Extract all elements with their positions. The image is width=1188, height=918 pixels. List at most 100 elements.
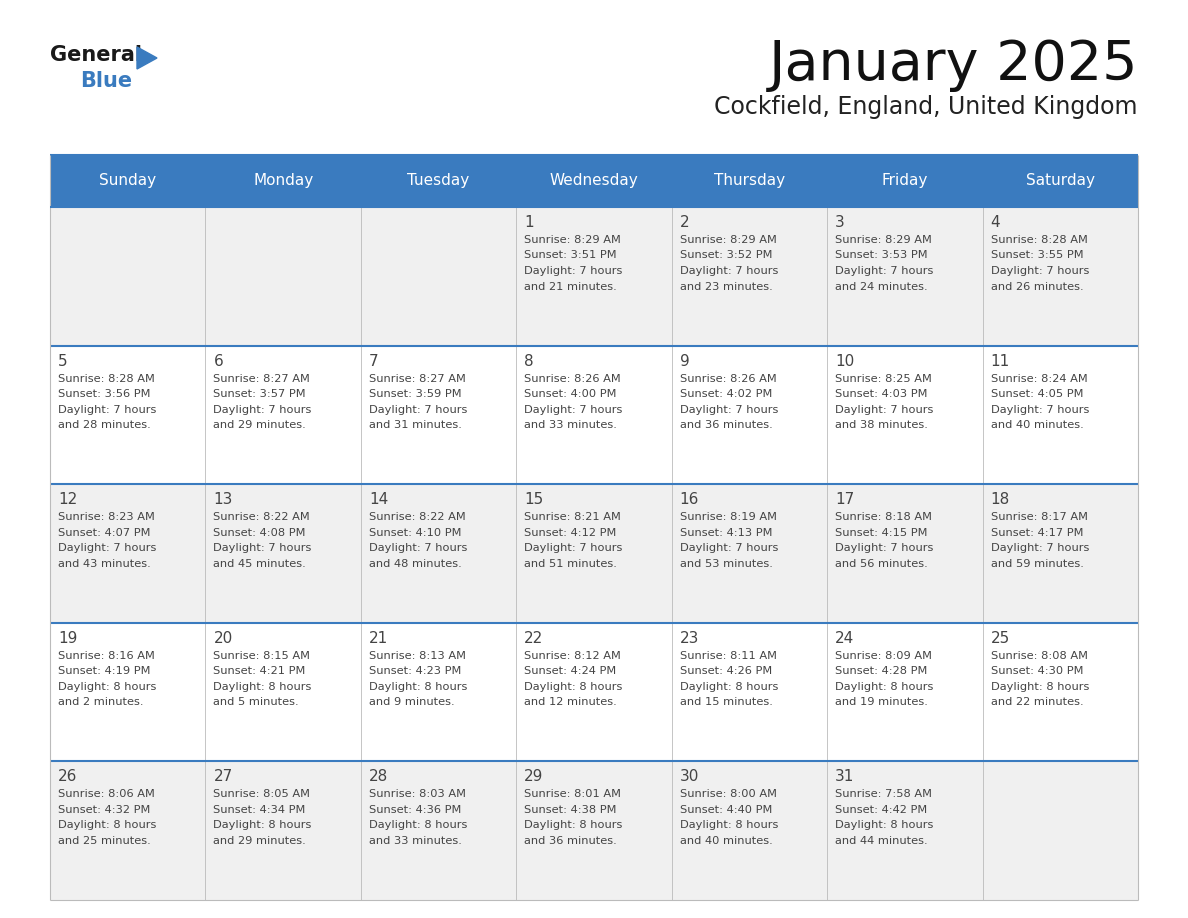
Bar (50, 761, 1138, 900)
Text: Sunset: 4:38 PM: Sunset: 4:38 PM (524, 805, 617, 815)
Text: Tuesday: Tuesday (407, 174, 469, 188)
Bar (50, 622, 1138, 761)
Text: 30: 30 (680, 769, 699, 784)
Text: and 33 minutes.: and 33 minutes. (524, 420, 617, 431)
Text: and 59 minutes.: and 59 minutes. (991, 559, 1083, 568)
Text: 25: 25 (991, 631, 1010, 645)
Text: Daylight: 8 hours: Daylight: 8 hours (58, 821, 157, 831)
Text: Sunset: 4:24 PM: Sunset: 4:24 PM (524, 666, 617, 677)
Text: and 2 minutes.: and 2 minutes. (58, 698, 144, 707)
Text: Daylight: 8 hours: Daylight: 8 hours (214, 821, 311, 831)
Text: 11: 11 (991, 353, 1010, 369)
Text: 10: 10 (835, 353, 854, 369)
Text: Sunrise: 8:29 AM: Sunrise: 8:29 AM (835, 235, 933, 245)
Text: Saturday: Saturday (1025, 174, 1095, 188)
Text: Sunset: 4:34 PM: Sunset: 4:34 PM (214, 805, 305, 815)
Text: 19: 19 (58, 631, 77, 645)
Text: Sunrise: 8:00 AM: Sunrise: 8:00 AM (680, 789, 777, 800)
Text: Sunset: 4:13 PM: Sunset: 4:13 PM (680, 528, 772, 538)
Text: 9: 9 (680, 353, 689, 369)
Text: Sunrise: 8:12 AM: Sunrise: 8:12 AM (524, 651, 621, 661)
Text: Sunset: 3:51 PM: Sunset: 3:51 PM (524, 251, 617, 261)
Text: and 40 minutes.: and 40 minutes. (991, 420, 1083, 431)
Text: Daylight: 7 hours: Daylight: 7 hours (680, 405, 778, 415)
Text: Daylight: 8 hours: Daylight: 8 hours (368, 821, 467, 831)
Polygon shape (137, 47, 157, 69)
Text: Sunset: 4:10 PM: Sunset: 4:10 PM (368, 528, 461, 538)
Text: and 45 minutes.: and 45 minutes. (214, 559, 307, 568)
Text: and 21 minutes.: and 21 minutes. (524, 282, 617, 292)
Text: Sunset: 4:15 PM: Sunset: 4:15 PM (835, 528, 928, 538)
Text: and 12 minutes.: and 12 minutes. (524, 698, 617, 707)
Text: Sunrise: 8:17 AM: Sunrise: 8:17 AM (991, 512, 1087, 522)
Text: and 56 minutes.: and 56 minutes. (835, 559, 928, 568)
Bar (206, 155, 361, 207)
Text: Thursday: Thursday (714, 174, 785, 188)
Text: Sunrise: 8:21 AM: Sunrise: 8:21 AM (524, 512, 621, 522)
Text: Sunrise: 8:26 AM: Sunrise: 8:26 AM (680, 374, 777, 384)
Text: and 51 minutes.: and 51 minutes. (524, 559, 617, 568)
Text: Sunrise: 8:13 AM: Sunrise: 8:13 AM (368, 651, 466, 661)
Text: 29: 29 (524, 769, 544, 784)
Text: Sunset: 4:28 PM: Sunset: 4:28 PM (835, 666, 928, 677)
Text: Daylight: 8 hours: Daylight: 8 hours (368, 682, 467, 692)
Text: Sunset: 3:53 PM: Sunset: 3:53 PM (835, 251, 928, 261)
Text: Sunrise: 8:28 AM: Sunrise: 8:28 AM (58, 374, 154, 384)
Text: Daylight: 8 hours: Daylight: 8 hours (214, 682, 311, 692)
Text: Sunset: 4:07 PM: Sunset: 4:07 PM (58, 528, 151, 538)
Text: 12: 12 (58, 492, 77, 508)
Text: Daylight: 8 hours: Daylight: 8 hours (58, 682, 157, 692)
Text: Daylight: 8 hours: Daylight: 8 hours (835, 682, 934, 692)
Text: General: General (50, 45, 143, 65)
Text: 2: 2 (680, 215, 689, 230)
Text: Daylight: 7 hours: Daylight: 7 hours (991, 266, 1089, 276)
Text: Sunrise: 8:25 AM: Sunrise: 8:25 AM (835, 374, 933, 384)
Text: 8: 8 (524, 353, 533, 369)
Text: Daylight: 7 hours: Daylight: 7 hours (991, 405, 1089, 415)
Text: Sunrise: 8:27 AM: Sunrise: 8:27 AM (368, 374, 466, 384)
Text: 1: 1 (524, 215, 533, 230)
Bar (361, 155, 517, 207)
Text: and 29 minutes.: and 29 minutes. (214, 836, 307, 845)
Text: Sunset: 3:55 PM: Sunset: 3:55 PM (991, 251, 1083, 261)
Text: Wednesday: Wednesday (550, 174, 638, 188)
Text: Sunset: 4:26 PM: Sunset: 4:26 PM (680, 666, 772, 677)
Text: Sunrise: 8:09 AM: Sunrise: 8:09 AM (835, 651, 933, 661)
Text: Sunrise: 8:18 AM: Sunrise: 8:18 AM (835, 512, 933, 522)
Text: and 22 minutes.: and 22 minutes. (991, 698, 1083, 707)
Text: 6: 6 (214, 353, 223, 369)
Text: Sunrise: 8:28 AM: Sunrise: 8:28 AM (991, 235, 1087, 245)
Text: 17: 17 (835, 492, 854, 508)
Text: Daylight: 7 hours: Daylight: 7 hours (524, 405, 623, 415)
Text: Daylight: 8 hours: Daylight: 8 hours (991, 682, 1089, 692)
Text: and 33 minutes.: and 33 minutes. (368, 836, 462, 845)
Text: and 26 minutes.: and 26 minutes. (991, 282, 1083, 292)
Bar (671, 155, 827, 207)
Text: and 44 minutes.: and 44 minutes. (835, 836, 928, 845)
Text: Sunset: 3:59 PM: Sunset: 3:59 PM (368, 389, 461, 399)
Bar (827, 155, 982, 207)
Text: Sunset: 4:05 PM: Sunset: 4:05 PM (991, 389, 1083, 399)
Text: and 48 minutes.: and 48 minutes. (368, 559, 462, 568)
Text: Daylight: 7 hours: Daylight: 7 hours (214, 543, 311, 554)
Text: Sunrise: 7:58 AM: Sunrise: 7:58 AM (835, 789, 933, 800)
Text: Daylight: 7 hours: Daylight: 7 hours (58, 405, 157, 415)
Text: Friday: Friday (881, 174, 928, 188)
Text: Sunrise: 8:22 AM: Sunrise: 8:22 AM (368, 512, 466, 522)
Text: and 53 minutes.: and 53 minutes. (680, 559, 772, 568)
Text: Cockfield, England, United Kingdom: Cockfield, England, United Kingdom (714, 95, 1138, 119)
Text: Daylight: 7 hours: Daylight: 7 hours (58, 543, 157, 554)
Text: Sunset: 3:56 PM: Sunset: 3:56 PM (58, 389, 151, 399)
Bar (517, 155, 671, 207)
Text: Sunrise: 8:22 AM: Sunrise: 8:22 AM (214, 512, 310, 522)
Text: January 2025: January 2025 (769, 38, 1138, 92)
Text: Sunrise: 8:16 AM: Sunrise: 8:16 AM (58, 651, 154, 661)
Text: 13: 13 (214, 492, 233, 508)
Text: Daylight: 8 hours: Daylight: 8 hours (680, 682, 778, 692)
Text: 22: 22 (524, 631, 544, 645)
Text: Daylight: 8 hours: Daylight: 8 hours (524, 821, 623, 831)
Text: Sunset: 4:40 PM: Sunset: 4:40 PM (680, 805, 772, 815)
Text: 21: 21 (368, 631, 388, 645)
Text: and 24 minutes.: and 24 minutes. (835, 282, 928, 292)
Text: Sunrise: 8:03 AM: Sunrise: 8:03 AM (368, 789, 466, 800)
